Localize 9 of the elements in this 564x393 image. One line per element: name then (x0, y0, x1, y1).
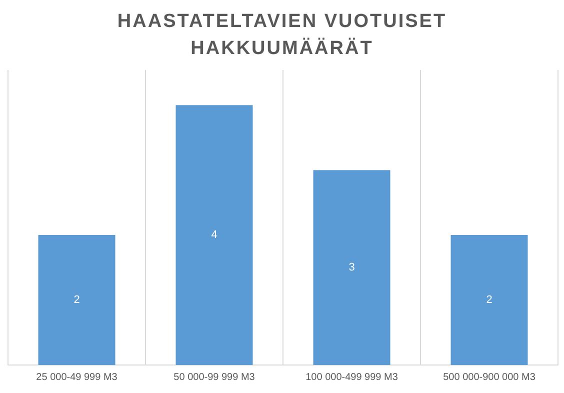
data-label: 4 (211, 229, 218, 242)
data-label: 2 (486, 294, 492, 306)
x-tick-label: 50 000-99 999 M3 (174, 372, 256, 383)
x-tick-label: 500 000-900 000 M3 (443, 372, 536, 383)
data-label: 3 (348, 262, 355, 274)
chart-title: HAASTATELTAVIEN VUOTUISET HAKKUUMÄÄRÄT (116, 10, 448, 61)
x-tick-label: 100 000-499 999 M3 (306, 372, 398, 383)
data-label: 2 (74, 294, 80, 306)
x-tick-label: 25 000-49 999 M3 (36, 372, 118, 383)
